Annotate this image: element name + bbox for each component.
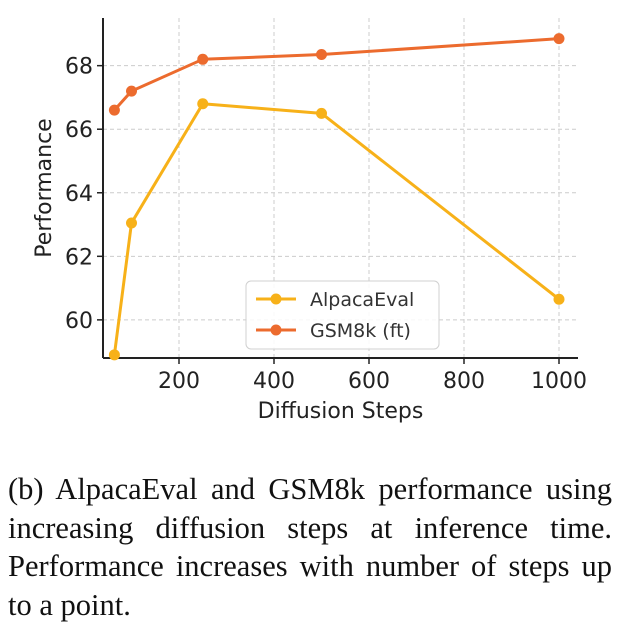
legend: AlpacaEval GSM8k (ft) (245, 280, 440, 350)
axes (102, 18, 578, 359)
x-tick-label: 1000 (531, 369, 587, 394)
series (108, 33, 565, 361)
legend-marker (270, 324, 282, 336)
line-chart: 200 400 600 800 1000 60 62 64 66 68 Diffusion Ste… (32, 18, 587, 424)
legend-entry: AlpacaEval (310, 289, 414, 311)
y-tick-label: 66 (65, 118, 93, 143)
legend-marker (270, 293, 282, 305)
series-line-1 (113, 37, 560, 112)
data-point (126, 85, 137, 97)
y-tick-label: 62 (65, 245, 93, 270)
figure-caption: (b) AlpacaEval and GSM8k performance usi… (8, 472, 612, 622)
legend-entry: GSM8k (ft) (310, 320, 411, 342)
y-axis-label: Performance (32, 118, 57, 257)
data-point (108, 349, 120, 361)
x-tick-label: 800 (443, 369, 485, 394)
x-tick-label: 400 (253, 369, 295, 394)
data-point (316, 107, 327, 119)
data-point (126, 217, 137, 229)
y-tick-label: 64 (65, 182, 93, 207)
data-point (108, 104, 120, 116)
x-axis-label: Diffusion Steps (258, 399, 424, 424)
data-point (553, 33, 565, 45)
data-point (553, 293, 565, 305)
data-point (316, 49, 327, 61)
ticks: 200 400 600 800 1000 60 62 64 66 68 (65, 55, 587, 394)
grid (103, 18, 578, 358)
data-point (197, 98, 209, 110)
y-tick-label: 68 (65, 55, 93, 80)
y-tick-label: 60 (65, 309, 93, 334)
data-point (197, 53, 209, 65)
x-tick-label: 200 (158, 369, 200, 394)
x-tick-label: 600 (348, 369, 390, 394)
